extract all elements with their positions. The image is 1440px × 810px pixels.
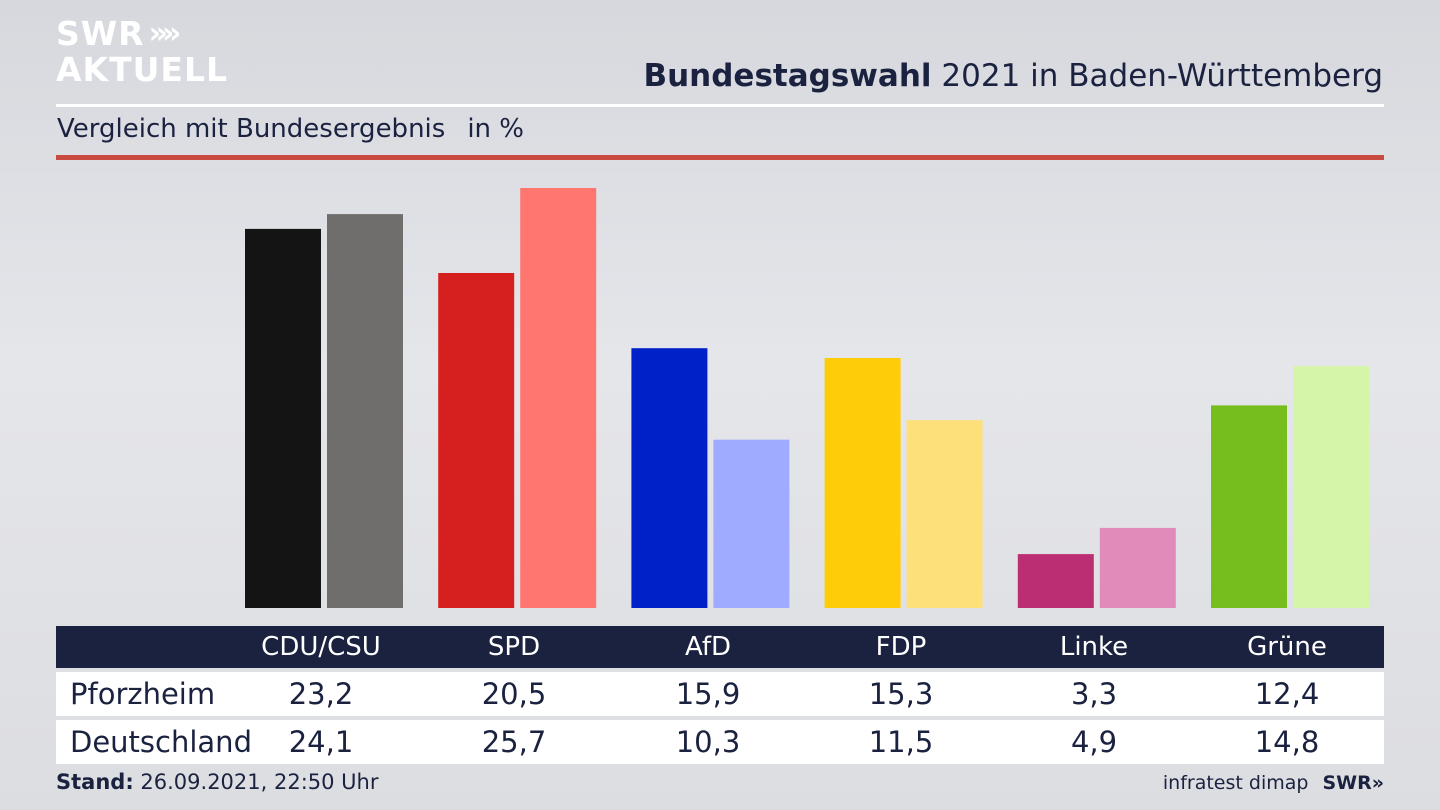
timestamp-value: 26.09.2021, 22:50 Uhr xyxy=(133,770,379,794)
timestamp: Stand: 26.09.2021, 22:50 Uhr xyxy=(56,770,379,794)
bar-afd-deutschland xyxy=(713,439,790,608)
source-institute: infratest dimap xyxy=(1162,772,1309,794)
timestamp-label: Stand: xyxy=(56,770,134,794)
swr-footer-logo: SWR» xyxy=(1322,772,1384,794)
bar-cdu-pforzheim xyxy=(245,228,321,608)
header-divider xyxy=(56,104,1384,107)
swr-aktuell-logo: SWR»» AKTUELL xyxy=(56,16,228,88)
value-pforzheim-cdu: 23,2 xyxy=(288,677,354,711)
bar-spd-deutschland xyxy=(520,188,597,608)
bar-fdp-deutschland xyxy=(906,420,983,608)
bar-linke-pforzheim xyxy=(1017,554,1094,608)
chart-title: Bundestagswahl 2021 in Baden-Württemberg xyxy=(643,58,1383,94)
subtitle-unit: in % xyxy=(467,114,524,144)
value-pforzheim-linke: 3,3 xyxy=(1070,677,1118,711)
logo-line2: AKTUELL xyxy=(56,50,229,89)
bar-cdu-deutschland xyxy=(327,214,403,608)
swr-footer-chevrons-icon: » xyxy=(1371,772,1384,794)
table-row-deutschland: Deutschland 24,1 25,7 10,3 11,5 4,9 14,8 xyxy=(56,720,1384,764)
value-pforzheim-gruene: 12,4 xyxy=(1254,677,1320,711)
value-pforzheim-afd: 15,9 xyxy=(675,677,741,711)
value-deutschland-cdu: 24,1 xyxy=(288,725,354,759)
value-deutschland-linke: 4,9 xyxy=(1070,725,1118,759)
value-deutschland-spd: 25,7 xyxy=(481,725,547,759)
party-label-fdp: FDP xyxy=(875,632,927,662)
value-pforzheim-spd: 20,5 xyxy=(481,677,547,711)
value-deutschland-afd: 10,3 xyxy=(675,725,741,759)
chart-subtitle: Vergleich mit Bundesergebnis in % xyxy=(57,114,524,144)
bar-gruene-deutschland xyxy=(1293,366,1369,608)
bar-spd-pforzheim xyxy=(438,273,515,608)
source-credit: infratest dimap SWR» xyxy=(1163,772,1384,794)
party-label-spd: SPD xyxy=(487,632,541,662)
table-header: CDU/CSU SPD AfD FDP Linke Grüne xyxy=(56,626,1384,668)
row-label-pforzheim: Pforzheim xyxy=(70,677,216,711)
subtitle-text: Vergleich mit Bundesergebnis xyxy=(57,114,446,144)
results-table: CDU/CSU SPD AfD FDP Linke Grüne Pforzhei… xyxy=(56,626,1384,764)
party-label-afd: AfD xyxy=(684,632,732,662)
accent-rule xyxy=(56,155,1384,160)
value-deutschland-gruene: 14,8 xyxy=(1254,725,1320,759)
bar-fdp-pforzheim xyxy=(824,358,901,608)
title-bold: Bundestagswahl xyxy=(643,58,932,94)
row-label-deutschland: Deutschland xyxy=(70,725,252,759)
bar-gruene-pforzheim xyxy=(1211,405,1287,608)
swr-footer-text: SWR xyxy=(1322,772,1372,794)
bar-afd-pforzheim xyxy=(631,348,708,608)
value-pforzheim-fdp: 15,3 xyxy=(868,677,934,711)
value-deutschland-fdp: 11,5 xyxy=(868,725,934,759)
table-row-pforzheim: Pforzheim 23,2 20,5 15,9 15,3 3,3 12,4 xyxy=(56,672,1384,716)
party-label-linke: Linke xyxy=(1059,632,1129,662)
bar-chart xyxy=(245,188,1369,608)
bar-linke-deutschland xyxy=(1099,527,1176,608)
logo-line1: SWR xyxy=(56,14,145,53)
party-label-gruene: Grüne xyxy=(1247,632,1327,662)
party-label-cdu: CDU/CSU xyxy=(261,632,381,662)
title-rest: 2021 in Baden-Württemberg xyxy=(931,58,1383,94)
